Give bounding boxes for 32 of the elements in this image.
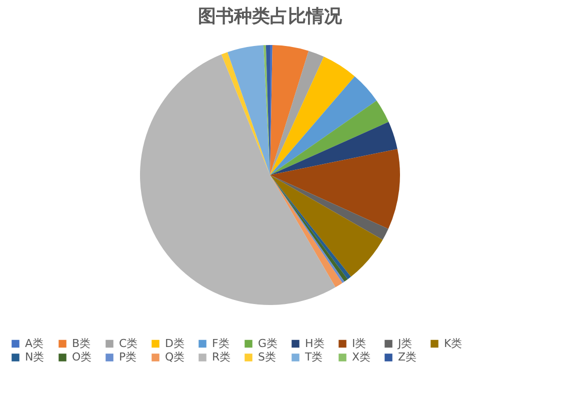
pie-slice [270,100,389,175]
legend-label: F类 [212,336,230,350]
pie-slice [270,45,309,175]
legend-label: O类 [72,350,92,364]
legend-label: D类 [165,336,184,350]
legend-label: I类 [352,336,366,350]
legend-label: J类 [397,336,412,350]
legend-label: N类 [25,350,44,364]
legend-label: Z类 [398,350,417,364]
legend-label: R类 [212,350,231,364]
legend-label: B类 [72,336,91,350]
legend-label: Q类 [165,350,185,364]
legend-label: X类 [352,350,371,364]
pie-slice [270,56,355,175]
pie-slice [228,45,270,175]
pie-slice [140,54,336,305]
legend-label: T类 [304,350,323,364]
legend-label: K类 [444,336,462,350]
legend-label: H类 [305,336,324,350]
legend-label: P类 [119,350,137,364]
pie-slice [270,149,400,229]
chart-title: 图书种类占比情况 [198,6,343,27]
pie-slice [270,122,398,175]
legend-label: G类 [258,336,278,350]
legend-label: C类 [119,336,138,350]
legend-label: S类 [258,350,276,364]
pie-slice [270,50,324,175]
legend-label: A类 [25,336,44,350]
pie-slice [270,76,377,175]
pie-slice [270,175,388,240]
pie-slice [221,52,270,175]
pie-slice [270,175,383,277]
